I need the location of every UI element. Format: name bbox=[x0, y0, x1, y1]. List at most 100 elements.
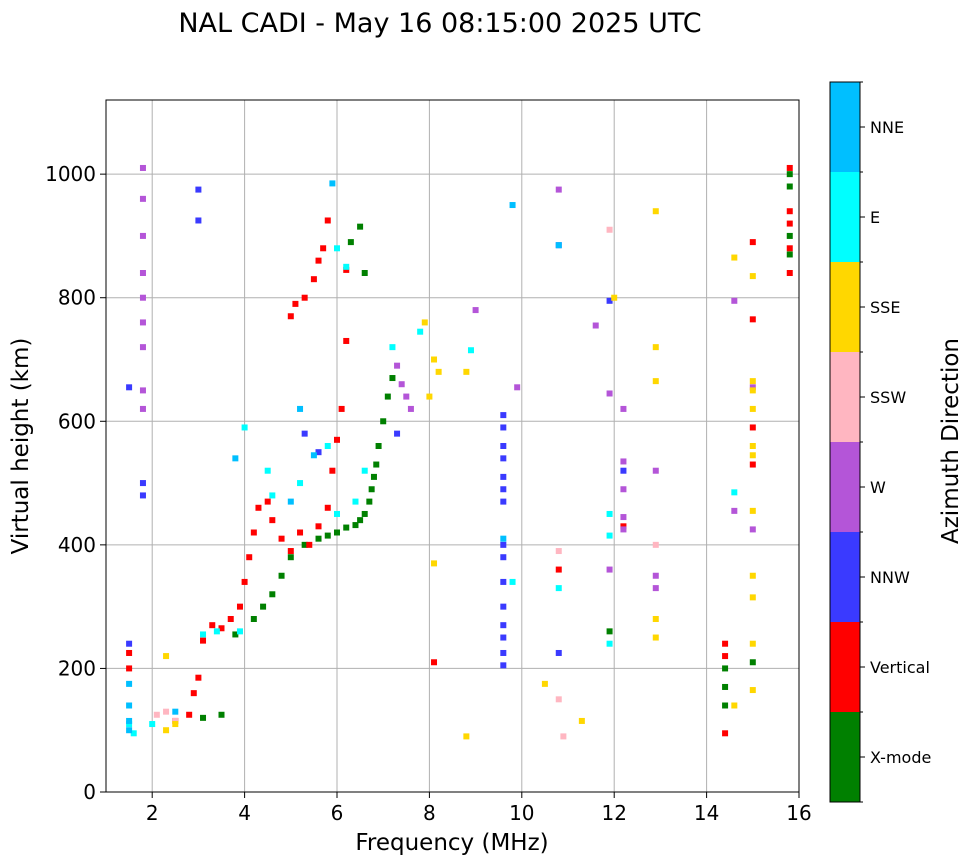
data-point bbox=[361, 270, 368, 276]
data-point bbox=[652, 467, 659, 474]
colorbar-label-sse: SSE bbox=[870, 298, 900, 317]
data-point bbox=[324, 443, 331, 449]
series-x-mode bbox=[200, 171, 793, 721]
data-point bbox=[606, 566, 613, 573]
y-tick-label: 800 bbox=[58, 286, 96, 310]
x-axis-label: Frequency (MHz) bbox=[355, 830, 548, 856]
data-point bbox=[652, 344, 659, 351]
colorbar-label-ssw: SSW bbox=[870, 388, 906, 407]
data-point bbox=[278, 535, 285, 542]
colorbar: X-mode Vertical NNW W SSW SSE E NNE bbox=[829, 81, 931, 803]
data-point bbox=[431, 356, 438, 363]
data-point bbox=[398, 381, 405, 388]
data-point bbox=[139, 232, 146, 239]
data-point bbox=[329, 467, 336, 474]
series-sse bbox=[163, 208, 756, 740]
data-point bbox=[500, 649, 507, 656]
data-point bbox=[153, 711, 160, 718]
data-point bbox=[370, 473, 377, 480]
x-tick-label: 4 bbox=[238, 801, 251, 825]
data-point bbox=[260, 603, 267, 610]
data-point bbox=[375, 443, 382, 449]
data-point bbox=[306, 541, 313, 548]
series-e bbox=[126, 245, 738, 737]
data-point bbox=[269, 492, 276, 499]
data-point bbox=[500, 455, 507, 462]
data-point bbox=[218, 711, 225, 718]
data-point bbox=[555, 186, 562, 193]
data-point bbox=[500, 578, 507, 585]
data-point bbox=[246, 554, 253, 561]
data-point bbox=[509, 202, 516, 209]
data-point bbox=[389, 375, 396, 382]
data-point bbox=[749, 239, 756, 246]
data-point bbox=[269, 591, 276, 598]
data-point bbox=[749, 424, 756, 431]
data-point bbox=[195, 217, 202, 224]
data-point bbox=[749, 405, 756, 412]
data-point bbox=[786, 208, 793, 215]
data-point bbox=[373, 461, 380, 468]
data-point bbox=[139, 270, 146, 276]
data-point bbox=[620, 526, 627, 533]
data-point bbox=[361, 467, 368, 474]
data-point bbox=[126, 640, 133, 647]
data-point bbox=[334, 245, 340, 252]
data-point bbox=[126, 727, 133, 734]
data-point bbox=[218, 625, 225, 632]
data-point bbox=[541, 680, 548, 687]
data-point bbox=[292, 300, 299, 307]
data-point bbox=[297, 529, 304, 536]
data-point bbox=[652, 541, 659, 548]
data-point bbox=[652, 378, 659, 385]
data-point bbox=[749, 594, 756, 601]
data-point bbox=[343, 263, 350, 270]
data-point bbox=[435, 368, 442, 375]
data-point bbox=[500, 541, 507, 548]
data-point bbox=[163, 708, 170, 715]
data-point bbox=[264, 467, 271, 474]
data-point bbox=[500, 424, 507, 431]
data-point bbox=[403, 393, 410, 400]
data-point bbox=[287, 554, 294, 561]
data-point bbox=[500, 412, 507, 419]
data-point bbox=[500, 634, 507, 641]
data-point bbox=[287, 498, 294, 505]
data-point bbox=[324, 217, 331, 224]
data-point bbox=[352, 498, 359, 505]
data-point bbox=[384, 393, 391, 400]
data-point bbox=[606, 390, 613, 397]
data-point bbox=[380, 418, 387, 425]
colorbar-segment bbox=[830, 622, 860, 712]
data-point bbox=[731, 297, 738, 304]
x-tick-label: 2 bbox=[146, 801, 159, 825]
x-tick-label: 10 bbox=[509, 801, 534, 825]
series-nnw bbox=[126, 186, 627, 669]
data-point bbox=[652, 585, 659, 592]
data-point bbox=[139, 294, 146, 301]
data-point bbox=[749, 384, 756, 391]
data-point bbox=[431, 560, 438, 567]
data-point bbox=[722, 653, 729, 660]
data-point bbox=[500, 662, 507, 669]
data-point bbox=[301, 294, 308, 301]
colorbar-frame bbox=[829, 81, 861, 803]
data-point bbox=[749, 316, 756, 323]
data-point bbox=[463, 733, 470, 740]
data-point bbox=[722, 640, 729, 647]
data-point bbox=[139, 319, 146, 326]
data-point bbox=[606, 628, 613, 635]
data-point bbox=[334, 436, 340, 443]
data-point bbox=[394, 362, 401, 369]
data-point bbox=[749, 387, 756, 394]
data-point bbox=[749, 659, 756, 666]
data-point bbox=[241, 424, 248, 431]
data-point bbox=[620, 523, 627, 530]
data-point bbox=[343, 524, 350, 531]
data-point bbox=[592, 322, 599, 329]
colorbar-label-vertical: Vertical bbox=[870, 658, 930, 677]
y-tick-label: 0 bbox=[83, 780, 96, 804]
data-point bbox=[126, 717, 133, 724]
colorbar-label-e: E bbox=[870, 208, 880, 227]
